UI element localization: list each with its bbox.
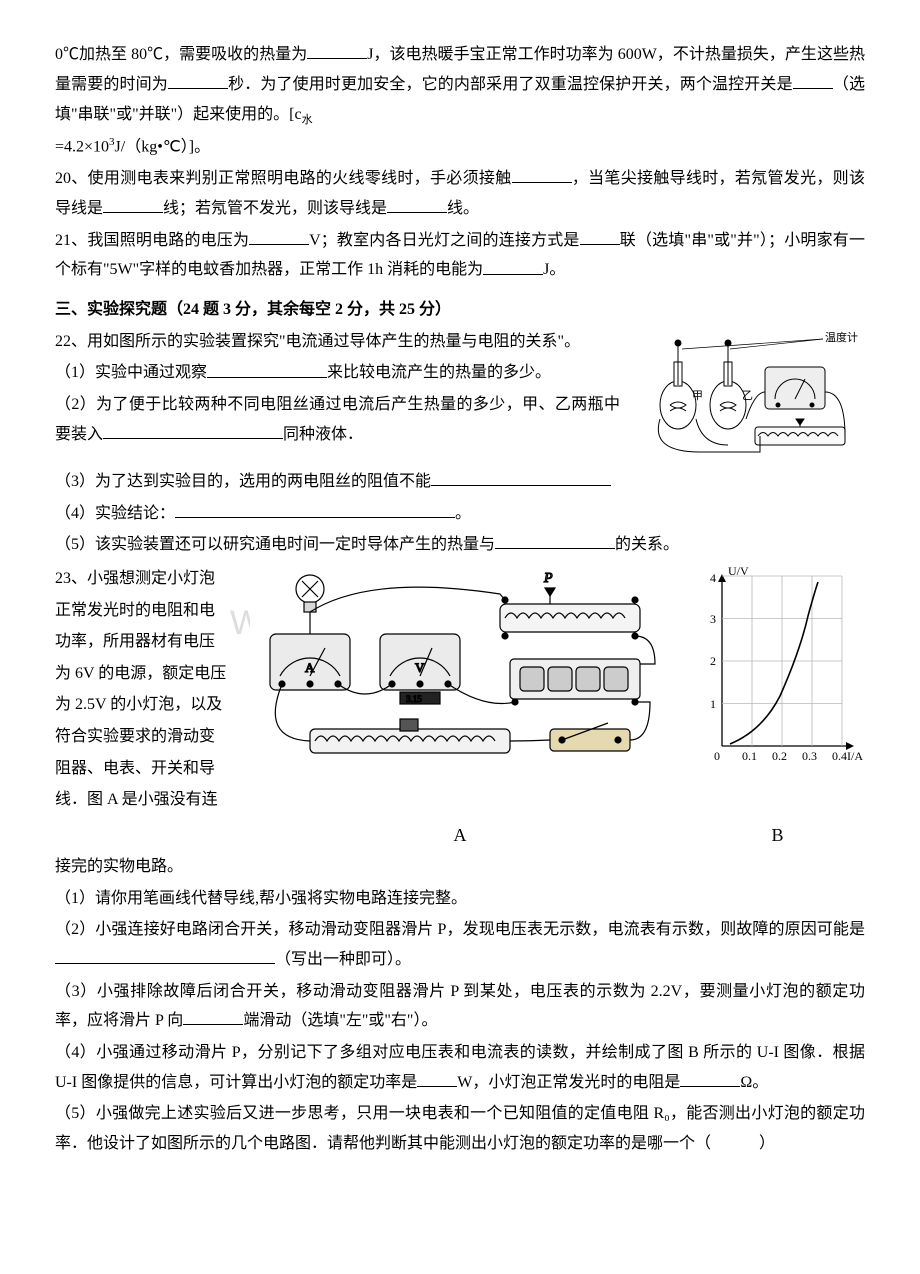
blank: [495, 530, 615, 549]
q19-text-f: J/（kg•℃）]。: [115, 138, 211, 155]
blank: [580, 226, 620, 245]
q22-p5a: （5）该实验装置还可以研究通电时间一定时导体产生的热量与: [55, 536, 495, 553]
q23-p4b: W，小灯泡正常发光时的电阻是: [457, 1074, 680, 1091]
q22-figure: 温度计 甲 乙: [630, 327, 865, 467]
blank: [103, 420, 283, 439]
q23-stem-5: 符合实验要求的滑动变: [55, 722, 230, 752]
q23-stem-4: 为 2.5V 的小灯泡，以及: [55, 690, 230, 720]
q22-p5b: 的关系。: [615, 536, 679, 553]
svg-text:I/A: I/A: [847, 749, 863, 763]
q22-p3: （3）为了达到实验目的，选用的两电阻丝的阻值不能: [55, 467, 865, 497]
q22-p1a: （1）实验中通过观察: [55, 365, 207, 382]
svg-text:0: 0: [714, 749, 720, 763]
q20-d: 线。: [447, 200, 479, 217]
q23-figure-a: A V 3.15 P: [238, 564, 682, 779]
svg-text:0.4: 0.4: [832, 749, 847, 763]
q23-stem-6: 阻器、电表、开关和导: [55, 754, 230, 784]
blank: [183, 1006, 243, 1025]
q19-text-e: =4.2×10: [55, 138, 109, 155]
label-B: B: [690, 819, 865, 852]
label-jia: 甲: [692, 390, 703, 402]
blank: [793, 70, 833, 89]
blank: [431, 467, 611, 486]
q22-p2: （2）为了便于比较两种不同电阻丝通过电流后产生热量的多少，甲、乙两瓶中要装入同种…: [55, 390, 620, 449]
q23-p4: （4）小强通过移动滑片 P，分别记下了多组对应电压表和电流表的读数，并绘制成了图…: [55, 1038, 865, 1097]
blank: [387, 194, 447, 213]
svg-text:3.15: 3.15: [406, 694, 422, 704]
q22-p1b: 来比较电流产生的热量的多少。: [327, 365, 551, 382]
q23-stem-2: 功率，所用器材有电压: [55, 627, 230, 657]
blank: [307, 40, 367, 59]
q22-p5: （5）该实验装置还可以研究通电时间一定时导体产生的热量与 的关系。: [55, 530, 865, 560]
q22-p1: （1）实验中通过观察 来比较电流产生的热量的多少。: [55, 358, 620, 388]
q23-figure-labels: A B: [55, 819, 865, 852]
q21-a: 21、我国照明电路的电压为: [55, 232, 249, 249]
q19-formula: =4.2×103J/（kg•℃）]。: [55, 132, 865, 162]
page-content: 0℃加热至 80℃，需要吸收的热量为J，该电热暖手宝正常工作时功率为 600W，…: [55, 40, 865, 1159]
section3-title: 三、实验探究题（24 题 3 分，其余每空 2 分，共 25 分）: [55, 295, 865, 325]
q23-p3a: （3）小强排除故障后闭合开关，移动滑动变阻器滑片 P 到某处，电压表的示数为 2…: [55, 983, 865, 1030]
q19-text-a: 0℃加热至 80℃，需要吸收的热量为: [55, 46, 307, 63]
subscript-water: 水: [302, 114, 313, 126]
q23-stem-7: 线．图 A 是小强没有连: [55, 785, 230, 815]
q23-p2b: （写出一种即可）。: [275, 951, 411, 968]
label-A: A: [230, 819, 690, 852]
svg-text:3: 3: [710, 612, 716, 626]
q19-tail: 0℃加热至 80℃，需要吸收的热量为J，该电热暖手宝正常工作时功率为 600W，…: [55, 40, 865, 130]
svg-text:1: 1: [710, 697, 716, 711]
blank: [512, 164, 572, 183]
q20-c: 线；若氖管不发光，则该导线是: [163, 200, 387, 217]
q22-stem: 22、用如图所示的实验装置探究"电流通过导体产生的热量与电阻的关系"。: [55, 327, 620, 357]
label-yi: 乙: [742, 389, 753, 402]
q23-stem-1: 正常发光时的电阻和电: [55, 596, 230, 626]
q23-p4c: Ω。: [740, 1074, 768, 1091]
q23-p2a: （2）小强连接好电路闭合开关，移动滑动变阻器滑片 P，发现电压表无示数，电流表有…: [55, 921, 865, 938]
q23-row: 23、小强想测定小灯泡 正常发光时的电阻和电 功率，所用器材有电压 为 6V 的…: [55, 564, 865, 817]
q23-stem-tail: 接完的实物电路。: [55, 852, 865, 882]
q22-text-col: 22、用如图所示的实验装置探究"电流通过导体产生的热量与电阻的关系"。 （1）实…: [55, 327, 620, 452]
q23-stem-3: 为 6V 的电源，额定电压: [55, 659, 230, 689]
q19-text-c: 秒．为了使用时更加安全，它的内部采用了双重温控保护开关，两个温控开关是: [228, 76, 793, 93]
blank: [103, 194, 163, 213]
blank: [249, 226, 309, 245]
q23-p5b: ）: [759, 1135, 775, 1152]
q22-row: 22、用如图所示的实验装置探究"电流通过导体产生的热量与电阻的关系"。 （1）实…: [55, 327, 865, 467]
blank: [483, 255, 543, 274]
q23-p1: （1）请你用笔画线代替导线,帮小强将实物电路连接完整。: [55, 884, 865, 914]
svg-text:A: A: [305, 660, 315, 675]
svg-text:0.1: 0.1: [742, 749, 757, 763]
svg-text:V: V: [415, 660, 425, 675]
blank: [417, 1068, 457, 1087]
svg-text:2: 2: [710, 654, 716, 668]
blank: [207, 358, 327, 377]
q21-d: J。: [543, 262, 565, 279]
blank: [680, 1068, 740, 1087]
q23-p3: （3）小强排除故障后闭合开关，移动滑动变阻器滑片 P 到某处，电压表的示数为 2…: [55, 977, 865, 1036]
q23-p2: （2）小强连接好电路闭合开关，移动滑动变阻器滑片 P，发现电压表无示数，电流表有…: [55, 915, 865, 974]
svg-text:0.2: 0.2: [772, 749, 787, 763]
svg-text:P: P: [543, 571, 553, 586]
q23-p5a: （5）小强做完上述实验后又进一步思考，只用一块电表和一个已知阻值的定值电阻 R₀…: [55, 1105, 865, 1152]
q23-stem-0: 23、小强想测定小灯泡: [55, 564, 230, 594]
q22-p4b: 。: [455, 505, 471, 522]
q20: 20、使用测电表来判别正常照明电路的火线零线时，手必须接触，当笔尖接触导线时，若…: [55, 164, 865, 224]
q21-b: V；教室内各日光灯之间的连接方式是: [309, 232, 579, 249]
q23-p5: （5）小强做完上述实验后又进一步思考，只用一块电表和一个已知阻值的定值电阻 R₀…: [55, 1099, 865, 1158]
blank: [168, 70, 228, 89]
q20-a: 20、使用测电表来判别正常照明电路的火线零线时，手必须接触: [55, 170, 512, 187]
q22-p2b: 同种液体．: [283, 426, 363, 443]
q22-p4a: （4）实验结论：: [55, 505, 175, 522]
q23-stem-col: 23、小强想测定小灯泡 正常发光时的电阻和电 功率，所用器材有电压 为 6V 的…: [55, 564, 230, 817]
q22-p3a: （3）为了达到实验目的，选用的两电阻丝的阻值不能: [55, 473, 431, 490]
label-thermo: 温度计: [825, 330, 858, 344]
q21: 21、我国照明电路的电压为V；教室内各日光灯之间的连接方式是联（选填"串"或"并…: [55, 226, 865, 286]
svg-text:0.3: 0.3: [802, 749, 817, 763]
svg-text:U/V: U/V: [728, 564, 749, 578]
blank: [55, 945, 275, 964]
svg-text:4: 4: [710, 571, 716, 585]
blank: [175, 499, 455, 518]
q23-figure-b: U/V I/A 1 2 3 4 0 0.1 0.2 0.3 0.4: [690, 564, 865, 779]
q22-p4: （4）实验结论： 。: [55, 499, 865, 529]
q23-p3b: 端滑动（选填"左"或"右"）。: [243, 1012, 437, 1029]
